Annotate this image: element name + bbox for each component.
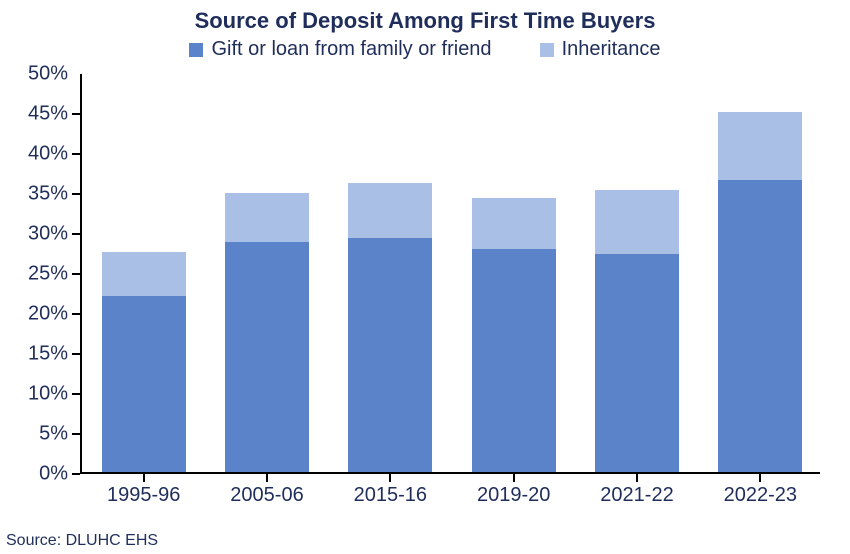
y-tick (72, 193, 80, 195)
bar-segment-gift (348, 238, 432, 472)
y-axis-label: 25% (28, 263, 68, 286)
legend-item-gift: Gift or loan from family or friend (189, 38, 491, 61)
plot-area: 0%5%10%15%20%25%30%35%40%45%50%1995-9620… (80, 74, 820, 474)
x-axis-label: 2005-06 (230, 484, 303, 507)
y-tick (72, 273, 80, 275)
x-tick (759, 474, 761, 482)
x-tick (389, 474, 391, 482)
y-axis-label: 40% (28, 143, 68, 166)
x-axis-label: 2019-20 (477, 484, 550, 507)
x-tick (636, 474, 638, 482)
y-axis-label: 50% (28, 63, 68, 86)
y-tick (72, 433, 80, 435)
y-axis-label: 10% (28, 383, 68, 406)
y-tick (72, 473, 80, 475)
x-tick (266, 474, 268, 482)
x-axis-label: 2021-22 (600, 484, 673, 507)
y-tick (72, 313, 80, 315)
y-tick (72, 353, 80, 355)
source-text: Source: DLUHC EHS (6, 532, 158, 550)
y-axis-label: 0% (39, 463, 68, 486)
x-axis-label: 2022-23 (724, 484, 797, 507)
legend-swatch-gift (189, 43, 203, 57)
y-tick (72, 393, 80, 395)
bar-segment-gift (595, 254, 679, 472)
bar-segment-inheritance (225, 193, 309, 243)
legend-label-inheritance: Inheritance (562, 38, 661, 61)
legend-item-inheritance: Inheritance (540, 38, 661, 61)
y-tick (72, 153, 80, 155)
y-axis-label: 15% (28, 343, 68, 366)
y-tick (72, 233, 80, 235)
y-axis-label: 5% (39, 423, 68, 446)
y-axis-label: 35% (28, 183, 68, 206)
bar-segment-gift (225, 242, 309, 472)
chart-container: Source of Deposit Among First Time Buyer… (0, 0, 850, 554)
y-axis-label: 45% (28, 103, 68, 126)
legend: Gift or loan from family or friend Inher… (0, 38, 850, 61)
x-tick (513, 474, 515, 482)
y-axis-label: 30% (28, 223, 68, 246)
x-axis-label: 1995-96 (107, 484, 180, 507)
bar-segment-inheritance (595, 190, 679, 255)
legend-label-gift: Gift or loan from family or friend (211, 38, 491, 61)
bar-segment-gift (472, 249, 556, 472)
bar-segment-inheritance (718, 112, 802, 180)
bar-segment-inheritance (348, 183, 432, 237)
y-axis-label: 20% (28, 303, 68, 326)
bar-segment-inheritance (472, 198, 556, 249)
x-axis-label: 2015-16 (354, 484, 427, 507)
bar-segment-gift (102, 296, 186, 472)
chart-title: Source of Deposit Among First Time Buyer… (0, 8, 850, 34)
bar-segment-inheritance (102, 252, 186, 296)
legend-swatch-inheritance (540, 43, 554, 57)
bar-segment-gift (718, 180, 802, 472)
x-tick (143, 474, 145, 482)
y-tick (72, 113, 80, 115)
